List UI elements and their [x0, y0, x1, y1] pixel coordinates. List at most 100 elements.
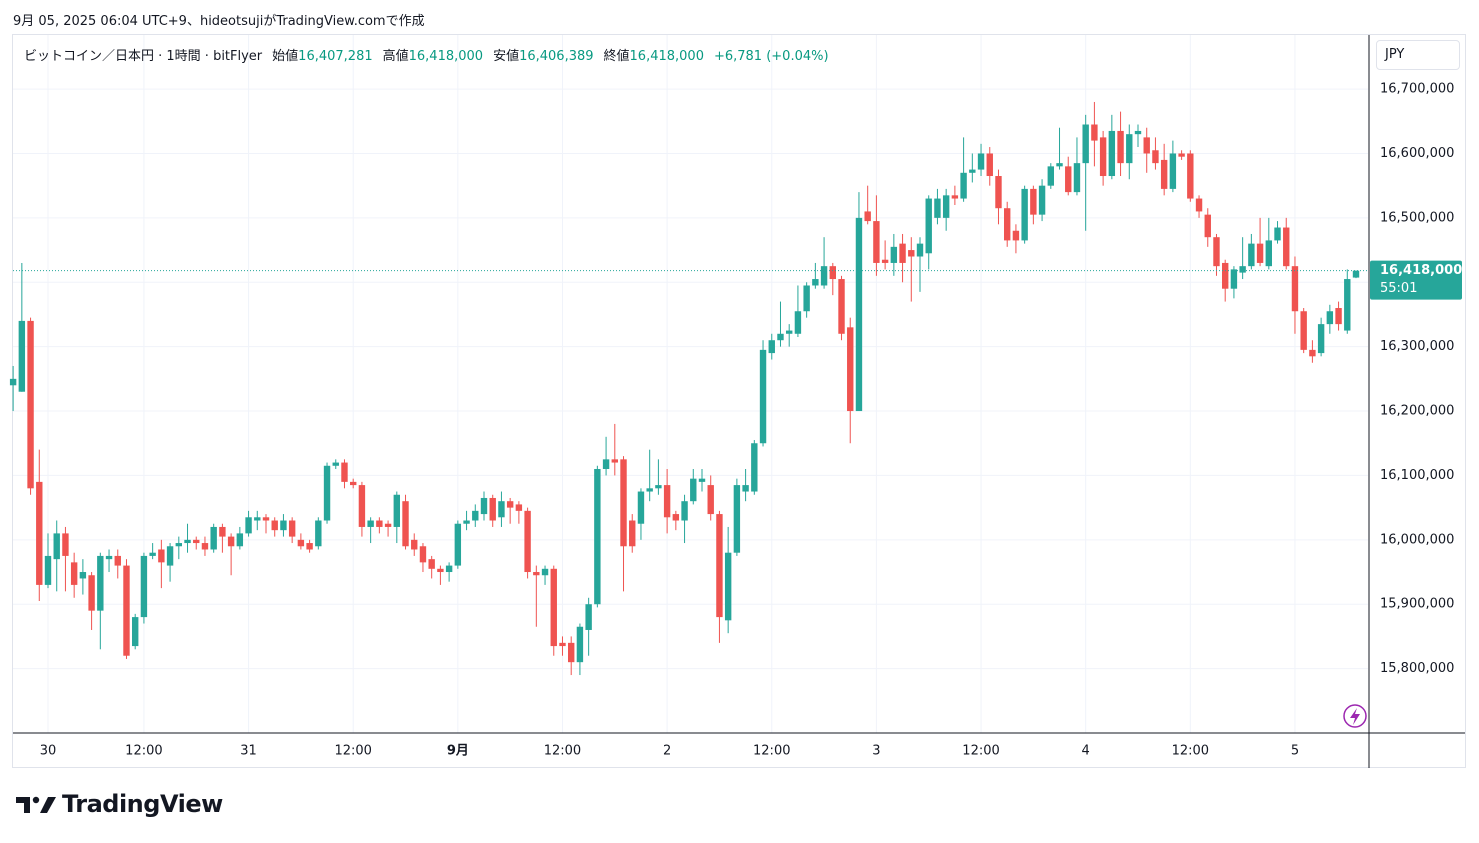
candle-body: [1344, 279, 1351, 331]
candle-body: [1300, 311, 1307, 350]
candle-body: [925, 198, 932, 254]
x-tick-label: 5: [1291, 744, 1299, 759]
countdown: 55:01: [1380, 281, 1417, 296]
candle-body: [1222, 262, 1229, 289]
candle-body: [1038, 185, 1046, 215]
candle-body: [533, 572, 540, 576]
candle-body: [472, 510, 479, 521]
candle-body: [454, 523, 462, 566]
candle-body: [777, 333, 784, 341]
candle-body: [829, 266, 836, 280]
candle-body: [201, 543, 209, 550]
candle-body: [1065, 166, 1072, 193]
y-tick-label: 16,700,000: [1380, 82, 1454, 97]
symbol: ビットコイン／日本円 · 1時間 · bitFlyer: [24, 49, 263, 64]
candle-body: [550, 568, 557, 647]
field-label: 高値: [382, 49, 409, 64]
x-tick-label: 9月: [447, 744, 469, 759]
candle-body: [1073, 163, 1081, 193]
candle-body: [733, 485, 741, 553]
candle-body: [175, 543, 182, 547]
y-tick-label: 16,600,000: [1380, 146, 1454, 161]
candle-body: [629, 520, 636, 547]
field-value: 16,418,000: [408, 49, 484, 64]
candle-body: [402, 501, 409, 547]
candle-body: [838, 279, 845, 334]
candle-body: [986, 153, 993, 177]
candle-body: [1265, 240, 1272, 267]
candle-body: [97, 555, 104, 611]
candle-body: [149, 552, 156, 556]
candle-body: [1178, 153, 1185, 157]
candle-body: [341, 462, 348, 482]
candle-body: [1352, 270, 1360, 278]
candle-body: [288, 520, 296, 537]
candle-body: [411, 539, 418, 550]
y-tick-label: 16,100,000: [1380, 468, 1454, 483]
candle-body: [899, 243, 906, 263]
candle-body: [70, 562, 78, 585]
candle-body: [350, 481, 357, 486]
axes: 15,800,000 15,900,000 16,000,000 16,100,000…: [13, 82, 1462, 759]
candle-body: [1213, 237, 1220, 267]
candle-body: [1082, 124, 1089, 164]
candle-body: [332, 462, 339, 466]
brand: TradingView: [62, 790, 223, 818]
candle-body: [1030, 188, 1037, 215]
candle-body: [158, 549, 165, 563]
y-tick-label: 16,300,000: [1380, 339, 1454, 354]
candle-body: [88, 575, 95, 611]
field-value: 16,418,000: [629, 49, 704, 64]
logo: [16, 796, 56, 813]
change: +6,781 (+0.04%): [713, 49, 829, 64]
candle-body: [524, 510, 531, 573]
candle-body: [1274, 227, 1281, 241]
candle-body: [855, 217, 863, 412]
candle-body: [602, 459, 610, 469]
candle-body: [568, 642, 575, 663]
candle-body: [995, 176, 1002, 209]
candle-body: [254, 517, 261, 521]
candle-body: [960, 172, 967, 199]
candle-body: [794, 311, 802, 334]
x-tick-label: 12:00: [962, 744, 999, 759]
x-tick-label: 12:00: [753, 744, 790, 759]
candle-body: [358, 485, 366, 527]
candle-body: [1256, 243, 1264, 263]
candle-body: [53, 533, 60, 560]
candle-body: [480, 497, 488, 515]
candle-body: [873, 221, 880, 263]
candle-body: [786, 330, 793, 334]
candle-body: [437, 568, 444, 573]
candle-body: [934, 198, 941, 218]
candle-body: [681, 501, 688, 521]
logo-mark: [16, 797, 30, 813]
candle-body: [716, 514, 723, 618]
currency-button[interactable]: JPY: [1376, 40, 1460, 70]
candle-body: [1117, 130, 1124, 164]
last-price-label: 16,418,000: [1380, 263, 1462, 278]
candle-body: [1108, 130, 1116, 177]
legend: ビットコイン／日本円 · 1時間 · bitFlyer 始値16,407,281 高…: [24, 45, 839, 64]
candle-body: [1143, 137, 1150, 154]
candle-body: [1134, 130, 1142, 135]
candle-body: [576, 626, 584, 663]
logo-dot: [32, 796, 40, 804]
y-tick-label: 15,900,000: [1380, 597, 1454, 612]
candle-body: [698, 478, 706, 482]
ohlc-fields: 始値16,407,281 高値16,418,000 安値16,406,389 終値16…: [272, 49, 714, 64]
candle-body: [707, 485, 714, 515]
candle-body: [1283, 227, 1290, 267]
candle-body: [18, 320, 26, 392]
candle-body: [193, 539, 200, 544]
candle-body: [323, 465, 331, 521]
candle-body: [1099, 137, 1107, 177]
y-tick-label: 16,000,000: [1380, 532, 1454, 547]
candle-body: [820, 266, 828, 286]
field-label: 始値: [272, 49, 299, 64]
candle-body: [280, 520, 287, 531]
candle-body: [132, 617, 139, 647]
candle-body: [1056, 163, 1063, 167]
